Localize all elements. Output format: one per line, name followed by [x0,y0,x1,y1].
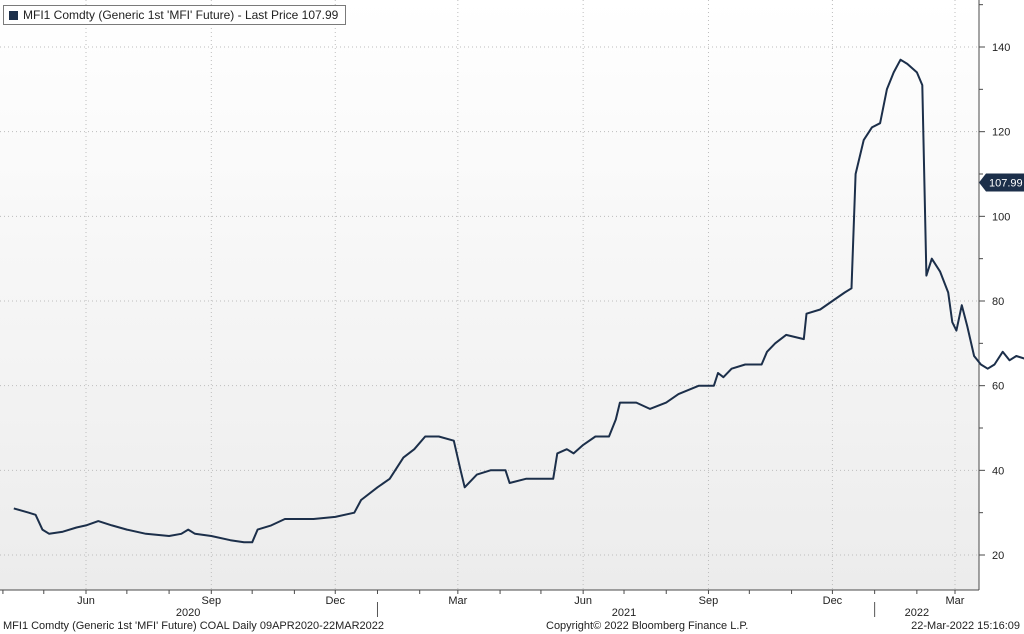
last-price-marker: 107.99 [979,173,1024,192]
legend-swatch [9,10,18,20]
x-year-label: 2020 [176,607,200,619]
y-tick-label: 20 [992,550,1004,562]
legend-label: MFI1 Comdty (Generic 1st 'MFI' Future) -… [23,8,339,22]
price-series-line [13,58,1024,544]
x-year-label: 2022 [905,607,929,619]
legend: MFI1 Comdty (Generic 1st 'MFI' Future) -… [3,5,347,25]
x-month-label: Jun [574,595,592,607]
y-tick-label: 60 [992,381,1004,393]
x-axis: Jun Sep Dec Mar Jun Sep Dec Mar 2020 2021 2022 [2,590,965,619]
x-month-label: Sep [699,595,719,607]
y-tick-label: 80 [992,296,1004,308]
footer-timestamp: 22-Mar-2022 15:16:09 [911,620,1020,632]
x-month-label: Mar [946,595,965,607]
last-price-tag [979,173,1024,192]
x-month-label: Jun [77,595,95,607]
plot-area [0,0,979,590]
footer-series-info: MFI1 Comdty (Generic 1st 'MFI' Future) C… [3,620,384,632]
y-axis: 20 40 60 80 100 120 140 [979,4,1010,562]
x-month-label: Dec [325,595,345,607]
x-month-label: Sep [202,595,222,607]
y-tick-label: 140 [992,42,1010,54]
footer-copyright: Copyright© 2022 Bloomberg Finance L.P. [546,620,749,632]
y-tick-label: 100 [992,211,1010,223]
y-tick-label: 40 [992,465,1004,477]
x-month-label: Dec [823,595,843,607]
last-price-label: 107.99 [989,178,1023,190]
x-month-label: Mar [448,595,467,607]
y-tick-label: 120 [992,127,1010,139]
x-year-label: 2021 [612,607,636,619]
